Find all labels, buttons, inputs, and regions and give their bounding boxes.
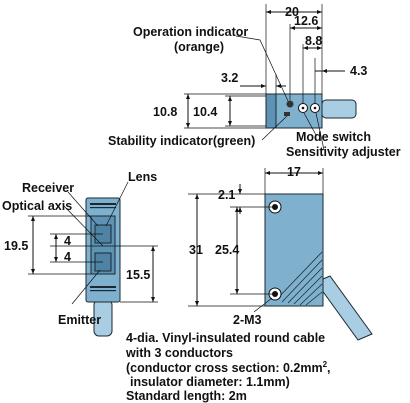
optical-axis-label: Optical axis bbox=[2, 199, 72, 213]
dim-12-6: 12.6 bbox=[294, 14, 318, 28]
cable-note-line-4: insulator diameter: 1.1mm) bbox=[130, 375, 290, 389]
dim-10-4: 10.4 bbox=[193, 105, 217, 119]
stability-indicator-icon bbox=[284, 112, 290, 116]
dim-2-1: 2.1 bbox=[218, 188, 235, 202]
dim-10-8: 10.8 bbox=[153, 105, 177, 119]
dim-4-upper: 4 bbox=[64, 234, 71, 248]
cable-note-line-5: Standard length: 2m bbox=[126, 389, 247, 403]
side-view: 17 2.1 31 25.4 2-M3 bbox=[188, 165, 373, 341]
receiver-label: Receiver bbox=[22, 181, 74, 195]
operation-indicator-label: Operation indicator bbox=[133, 25, 248, 39]
dim-3-2: 3.2 bbox=[221, 71, 238, 85]
emitter-label: Emitter bbox=[58, 313, 101, 327]
operation-indicator-icon bbox=[286, 100, 294, 108]
operation-indicator-color-label: (orange) bbox=[174, 40, 224, 54]
sensitivity-adjuster-label: Sensitivity adjuster bbox=[286, 145, 401, 159]
dim-25-4: 25.4 bbox=[215, 243, 239, 257]
dim-4-3: 4.3 bbox=[350, 64, 367, 78]
dim-15-5: 15.5 bbox=[126, 268, 150, 282]
cable-note-line-3: (conductor cross section: 0.2mm2, bbox=[126, 360, 331, 375]
stability-indicator-label: Stability indicator(green) bbox=[108, 134, 255, 148]
top-view-cable bbox=[321, 99, 357, 119]
dim-17: 17 bbox=[287, 165, 301, 179]
dim-8-8: 8.8 bbox=[305, 34, 322, 48]
dim-4-lower: 4 bbox=[64, 250, 71, 264]
dim-31: 31 bbox=[189, 243, 203, 257]
lens-label: Lens bbox=[128, 170, 157, 184]
top-view: 20 12.6 8.8 4.3 3.2 10.8 bbox=[108, 4, 401, 159]
dim-20: 20 bbox=[285, 5, 299, 19]
mount-hole-label: 2-M3 bbox=[233, 313, 262, 327]
mode-switch-label: Mode switch bbox=[296, 130, 371, 144]
front-view: 19.5 4 4 15.5 Receiver Lens Optical axis… bbox=[2, 170, 158, 337]
dim-19-5: 19.5 bbox=[4, 239, 28, 253]
cable-note-line-2: with 3 conductors bbox=[125, 346, 233, 360]
cable-note-line-1: 4-dia. Vinyl-insulated round cable bbox=[126, 331, 325, 345]
cable-note: 4-dia. Vinyl-insulated round cable with … bbox=[125, 331, 331, 403]
top-view-front-face bbox=[265, 93, 277, 129]
side-view-cable bbox=[315, 275, 373, 341]
